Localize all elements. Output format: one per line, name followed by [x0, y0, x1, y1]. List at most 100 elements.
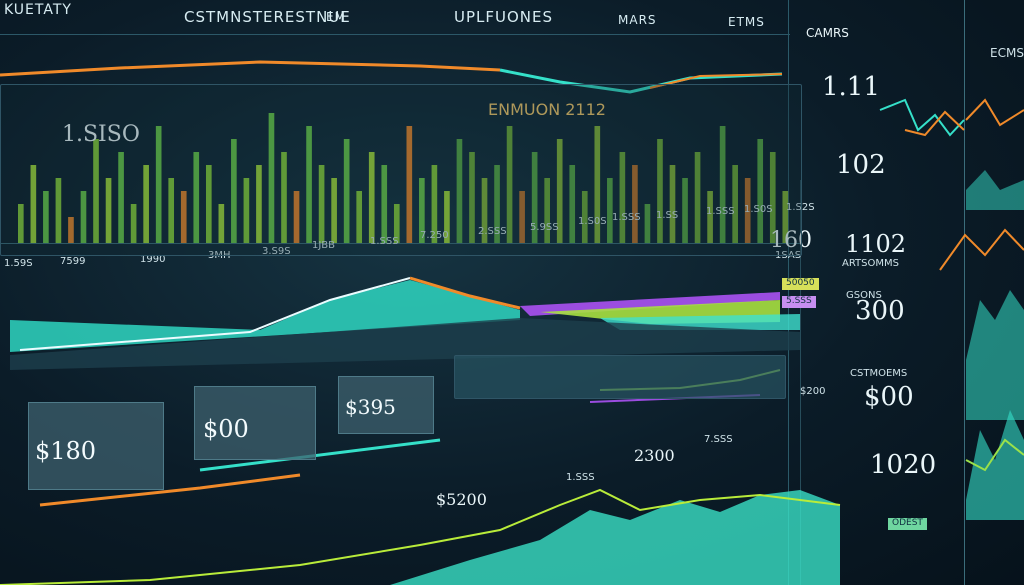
bar	[168, 178, 175, 243]
value-box-1-label: $180	[35, 437, 97, 465]
right-metric-1: 1.11	[822, 72, 880, 102]
bar	[594, 126, 601, 243]
right-sub-1: ARTSOMMS	[842, 258, 899, 269]
bar	[607, 178, 613, 243]
mid-line-orange	[409, 276, 521, 310]
right-panel-title: CAMRS	[806, 26, 849, 40]
main-highlight-label: ENMUON 2112	[488, 100, 606, 119]
bottom-small-1: 1.SSS	[566, 472, 595, 483]
right-metric-2: 102	[836, 150, 886, 180]
right-sub-3: CSTMOEMS	[850, 368, 908, 379]
bar	[682, 178, 688, 243]
axis-tick-label: 7599	[60, 256, 86, 267]
bar	[105, 178, 112, 243]
right-metric-4: 300	[855, 296, 905, 326]
bar	[368, 152, 375, 243]
bar	[80, 191, 87, 243]
right-metric-3: 1102	[845, 230, 907, 258]
bar	[744, 178, 751, 243]
axis-tick-label: 1.S0S	[578, 216, 607, 227]
bar	[544, 178, 550, 243]
bar	[30, 165, 37, 243]
bar	[180, 191, 187, 243]
bar	[318, 165, 325, 243]
value-box-2[interactable]: $00	[194, 386, 316, 460]
mid-area-teal	[10, 280, 520, 352]
bar	[719, 126, 726, 243]
bar	[193, 152, 200, 243]
bar	[519, 191, 525, 243]
value-box-3-label: $395	[345, 395, 396, 419]
header-badge[interactable]: EM	[326, 10, 346, 24]
mid-band-dark	[10, 318, 800, 370]
axis-tick-label: 3.S9S	[262, 246, 291, 257]
bar	[444, 191, 450, 243]
right-metric-6: 1020	[870, 450, 937, 480]
axis-tick-label: 5.9SS	[530, 222, 559, 233]
mid-panel-chip-1: 50050	[782, 278, 819, 290]
divider-right-2	[964, 0, 965, 585]
bar	[68, 217, 74, 243]
bar	[406, 126, 413, 243]
axis-tick-label: 1.SSS	[612, 212, 641, 223]
right-line-orange-3	[939, 228, 1024, 271]
bar	[243, 178, 250, 243]
low-line-teal	[199, 438, 441, 472]
bar	[306, 126, 312, 243]
chart-baseline	[0, 243, 800, 244]
bar	[632, 165, 638, 243]
bottom-left-value: $5200	[436, 490, 487, 509]
lower-right-panel	[454, 355, 786, 399]
bar	[581, 191, 588, 243]
mid-panel-value: 160	[770, 228, 812, 253]
bar	[694, 152, 701, 243]
bottom-area-teal	[390, 490, 840, 585]
axis-tick-label: 2.SSS	[478, 226, 507, 237]
bar	[456, 139, 463, 243]
header-right-title: UPLFUONES	[454, 8, 554, 26]
axis-tick-label: 1.S0S	[744, 204, 773, 215]
axis-tick-label: 1.59S	[4, 258, 33, 269]
bar	[481, 178, 488, 243]
bar	[657, 139, 663, 243]
top-trend-line-orange	[0, 60, 501, 77]
right-sub-2: GSONS	[846, 290, 882, 301]
low-line-orange	[39, 473, 301, 507]
divider-mid	[800, 180, 801, 585]
bar	[619, 152, 626, 243]
value-box-3[interactable]: $395	[338, 376, 434, 434]
axis-tick-label: 1.S2S	[786, 202, 815, 213]
value-box-1[interactable]: $180	[28, 402, 164, 490]
header-left-title: KUETATY	[4, 2, 72, 18]
right-line-green	[965, 438, 1024, 472]
bar	[393, 204, 400, 243]
right-panel-tag: ECMS	[990, 46, 1024, 60]
bar	[118, 152, 124, 243]
bar	[419, 178, 425, 243]
bar	[356, 191, 363, 243]
bottom-line-green	[0, 488, 841, 585]
header-center-title: CSTMNSTERESTNUE	[184, 8, 351, 26]
bar	[93, 139, 99, 243]
axis-tick-label: 1.SSS	[706, 206, 735, 217]
right-line-teal	[879, 98, 965, 137]
header-divider	[0, 34, 790, 35]
right-area-3	[966, 410, 1024, 520]
header-small-title: MARS	[618, 13, 657, 27]
axis-tick-label: 7.250	[420, 230, 449, 241]
main-value-label: 1.SISO	[62, 122, 140, 147]
bar	[18, 204, 24, 243]
right-area-1	[966, 170, 1024, 210]
bar	[769, 152, 776, 243]
bar	[218, 204, 225, 243]
axis-tick-label: 1JBB	[312, 240, 336, 251]
bar	[669, 165, 676, 243]
bar	[556, 139, 563, 243]
bar	[644, 204, 651, 243]
bar	[281, 152, 287, 243]
bar	[231, 139, 237, 243]
bar	[130, 204, 137, 243]
bar-series	[18, 113, 789, 243]
